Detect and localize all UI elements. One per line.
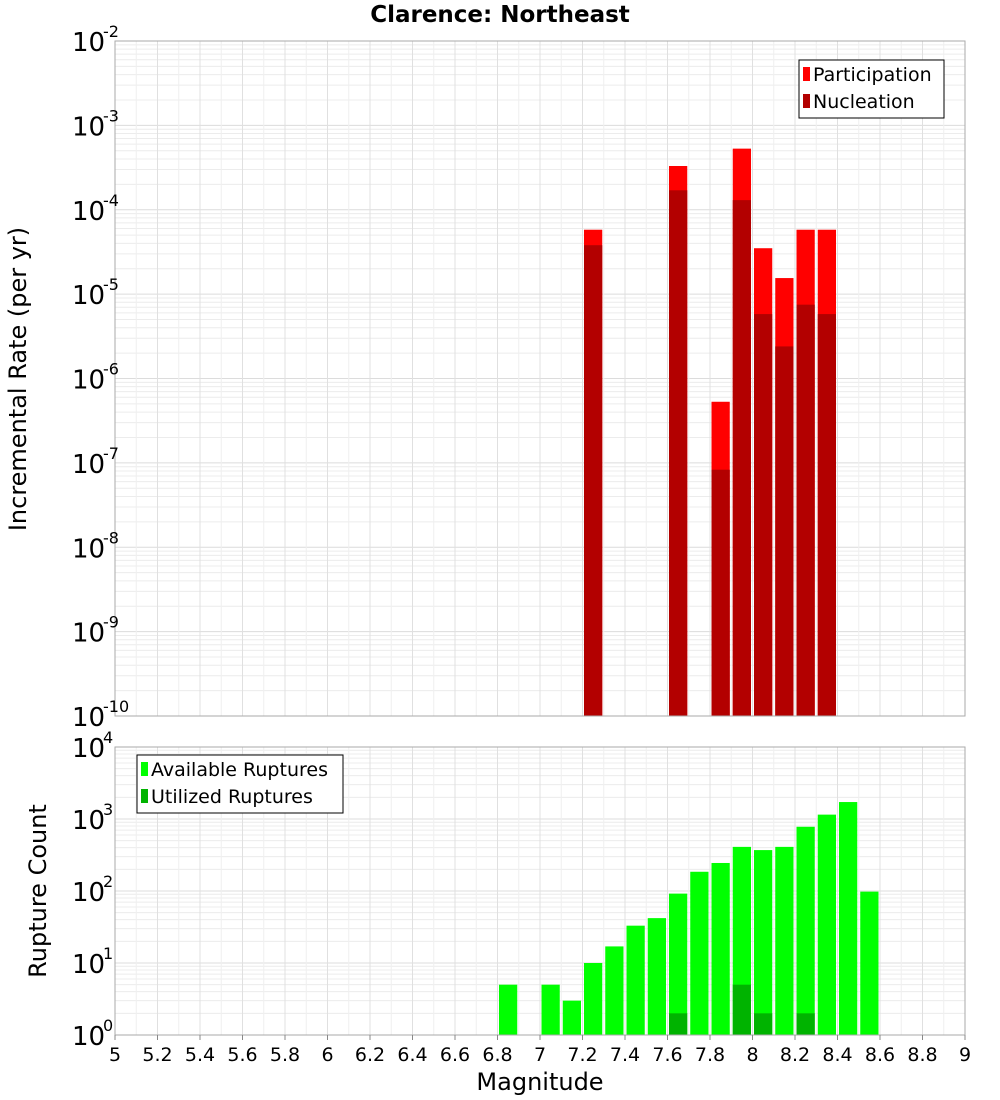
legend-label: Nucleation [813,91,915,113]
legend-swatch [803,94,810,108]
y-tick-label: 10 [72,703,105,733]
count-bar-available-ruptures [754,850,773,1035]
rate-bar-nucleation [732,200,751,716]
x-axis-label: Magnitude [476,1068,603,1096]
y-tick-exponent: -3 [103,106,119,125]
rate-bar-nucleation [817,314,836,716]
y-tick-label: 10 [72,112,105,142]
x-tick-label: 5 [109,1044,121,1066]
x-tick-label: 6.4 [397,1044,427,1066]
y-tick-label: 10 [72,28,105,58]
x-tick-label: 9 [959,1044,971,1066]
x-tick-label: 8.2 [780,1044,810,1066]
y-tick-exponent: -6 [103,360,119,379]
rate-bar-nucleation [796,304,815,716]
rate-bar-nucleation [775,346,794,716]
rate-bar-nucleation [669,190,688,716]
rate-bar-nucleation [711,469,730,716]
x-tick-label: 7 [534,1044,546,1066]
count-bar-available-ruptures [669,893,688,1035]
y-tick-exponent: -7 [103,444,119,463]
x-tick-label: 6.6 [440,1044,470,1066]
legend-label: Available Ruptures [151,759,328,781]
x-tick-label: 8.4 [822,1044,852,1066]
y-tick-exponent: 4 [103,728,113,747]
y-tick-label: 10 [72,366,105,396]
y-tick-exponent: -2 [103,22,119,41]
top-y-axis-label: Incremental Rate (per yr) [4,227,32,531]
count-bar-available-ruptures [584,963,603,1035]
x-tick-label: 5.8 [270,1044,300,1066]
legend-label: Utilized Ruptures [151,786,313,808]
y-tick-exponent: -4 [103,191,119,210]
plot-frame [114,40,966,717]
x-tick-label: 5.6 [227,1044,257,1066]
legend-label: Participation [813,64,932,86]
x-tick-label: 6.8 [482,1044,512,1066]
y-tick-exponent: -10 [103,697,129,716]
legend-swatch [141,789,148,803]
count-bar-utilized-ruptures [796,1013,815,1035]
count-bar-utilized-ruptures [669,1013,688,1035]
y-tick-label: 10 [72,806,105,836]
y-tick-label: 10 [72,534,105,564]
x-tick-label: 7.8 [695,1044,725,1066]
y-tick-exponent: 0 [103,1016,113,1035]
rate-bar-nucleation [754,314,773,716]
y-tick-label: 10 [72,281,105,311]
count-bar-available-ruptures [775,846,794,1035]
count-bar-available-ruptures [499,984,518,1035]
x-tick-label: 8.8 [907,1044,937,1066]
x-tick-label: 6.2 [355,1044,385,1066]
count-bar-available-ruptures [626,925,645,1035]
y-tick-label: 10 [72,619,105,649]
count-bar-utilized-ruptures [754,1013,773,1035]
count-bar-available-ruptures [647,918,666,1035]
chart-title: Clarence: Northeast [370,2,630,28]
x-tick-label: 7.6 [652,1044,682,1066]
y-tick-label: 10 [72,1022,105,1052]
count-bar-available-ruptures [711,862,730,1035]
count-bar-available-ruptures [817,814,836,1035]
y-tick-exponent: -9 [103,613,119,632]
y-tick-label: 10 [72,878,105,908]
count-bar-available-ruptures [796,826,815,1035]
y-tick-exponent: -8 [103,528,119,547]
x-tick-label: 8.6 [865,1044,895,1066]
top-panel: 10-1010-910-810-710-610-510-410-310-2Par… [72,22,966,733]
y-tick-exponent: 2 [103,872,113,891]
count-bar-available-ruptures [839,802,858,1035]
legend-box [136,754,344,814]
count-bar-utilized-ruptures [732,984,751,1035]
y-tick-exponent: 1 [103,944,113,963]
x-tick-label: 5.2 [142,1044,172,1066]
x-tick-label: 7.2 [567,1044,597,1066]
count-bar-available-ruptures [605,946,624,1035]
y-tick-label: 10 [72,197,105,227]
x-tick-label: 5.4 [185,1044,215,1066]
legend-swatch [803,67,810,81]
x-tick-label: 6 [321,1044,333,1066]
x-tick-label: 7.4 [610,1044,640,1066]
legend-box [798,59,945,119]
count-bar-available-ruptures [690,871,709,1035]
y-tick-label: 10 [72,734,105,764]
y-tick-label: 10 [72,950,105,980]
y-tick-exponent: 3 [103,800,113,819]
count-bar-available-ruptures [541,984,560,1035]
count-bar-available-ruptures [860,891,879,1035]
x-tick-label: 8 [746,1044,758,1066]
y-tick-exponent: -5 [103,275,119,294]
count-bar-available-ruptures [562,1000,581,1035]
rate-bar-nucleation [584,245,603,717]
bottom-y-axis-label: Rupture Count [24,804,52,978]
legend-swatch [141,762,148,776]
y-tick-label: 10 [72,450,105,480]
